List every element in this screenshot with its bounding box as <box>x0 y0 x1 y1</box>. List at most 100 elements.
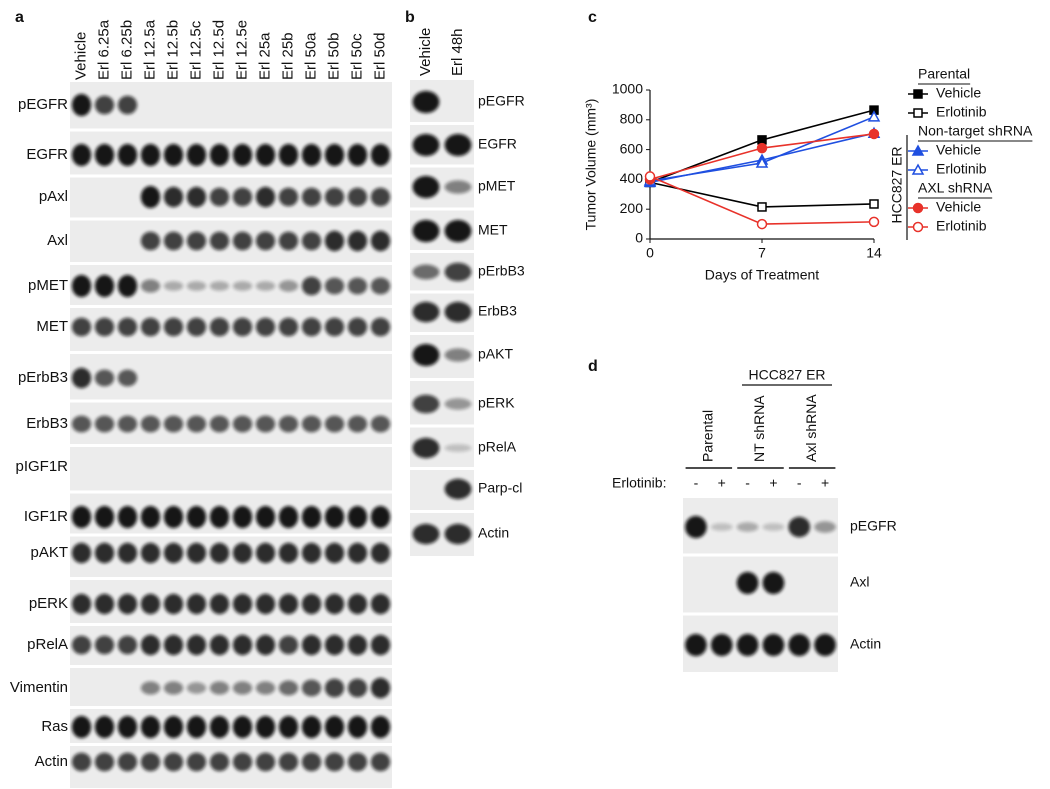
blot-a-band <box>94 317 115 337</box>
blot-a-band <box>347 415 368 433</box>
blot-a-band <box>232 681 253 695</box>
row-label: IGF1R <box>24 508 68 525</box>
blot-b-band <box>412 219 440 243</box>
row-label: pAKT <box>30 544 68 561</box>
series-line <box>649 175 875 225</box>
group-label: Axl shRNA <box>803 394 819 462</box>
blot-a-band <box>163 505 184 529</box>
blot-a-band <box>347 634 368 656</box>
blot-a-band <box>301 231 322 251</box>
blot-a-band <box>232 231 253 251</box>
blot-a-band <box>347 187 368 207</box>
blot-a-band <box>278 752 299 772</box>
lane-label: Erl 12.5d <box>210 20 227 80</box>
blot-a-band <box>71 143 92 167</box>
blot-b-band <box>444 523 472 545</box>
blot-b-band <box>412 301 440 323</box>
blot-a-membrane <box>70 536 392 577</box>
row-label: ErbB3 <box>26 415 68 432</box>
blot-a-band <box>186 505 207 529</box>
blot-a-band <box>370 677 391 699</box>
blot-a-band <box>71 542 92 564</box>
blot-a-band <box>186 752 207 772</box>
blot-a-band <box>278 187 299 207</box>
lane-label: Vehicle <box>417 28 434 76</box>
blot-a-band <box>117 143 138 167</box>
blot-b-band <box>444 348 472 362</box>
blot-a-band <box>140 231 161 251</box>
blot-a-band <box>278 593 299 615</box>
blot-a-band <box>255 752 276 772</box>
blot-b-band <box>444 133 472 157</box>
lane-label: Erl 12.5a <box>141 19 158 80</box>
marker <box>756 218 768 230</box>
blot-a-band <box>209 187 230 207</box>
blot-a-band <box>209 715 230 739</box>
lane-label: Erl 50a <box>302 32 319 80</box>
lane-label: Vehicle <box>72 32 89 80</box>
blot-a-band <box>163 634 184 656</box>
blot-d-band <box>762 633 785 657</box>
row-label: Axl <box>850 574 869 590</box>
blot-a-band <box>117 593 138 615</box>
legend-group-title: Non-target shRNA <box>918 123 1033 139</box>
blot-a-band <box>209 681 230 695</box>
blot-a-band <box>163 186 184 208</box>
blot-a-band <box>140 415 161 433</box>
blot-a-band <box>71 317 92 337</box>
y-axis-label: Tumor Volume (mm³) <box>583 99 599 231</box>
blot-a-band <box>71 367 92 389</box>
blot-a-band <box>71 715 92 739</box>
lane-label: Erl 50b <box>325 32 342 80</box>
blot-a-band <box>209 593 230 615</box>
blot-a-band <box>347 317 368 337</box>
row-label: pEGFR <box>18 96 68 113</box>
blot-a-band <box>324 187 345 207</box>
blot-a-band <box>324 678 345 698</box>
y-tick-label: 0 <box>635 230 643 246</box>
blot-a-band <box>370 715 391 739</box>
blot-a-band <box>117 95 138 115</box>
blot-a-band <box>186 231 207 251</box>
lane-label: Erl 50c <box>348 33 365 80</box>
lane-label: Erl 12.5e <box>233 20 250 80</box>
marker <box>867 110 881 122</box>
blot-a-band <box>370 593 391 615</box>
row-label: Ras <box>41 718 68 735</box>
blot-a-band <box>209 542 230 564</box>
marker <box>913 89 923 99</box>
panel-label: a <box>15 9 24 26</box>
panel-label: d <box>588 358 598 375</box>
blot-a-band <box>301 317 322 337</box>
y-tick-label: 800 <box>620 111 644 127</box>
blot-a-band <box>117 317 138 337</box>
blot-a-band <box>71 274 92 298</box>
blot-a-band <box>140 752 161 772</box>
blot-a-band <box>209 317 230 337</box>
blot-a-band <box>347 143 368 167</box>
blot-a-band <box>232 143 253 167</box>
blot-b-band <box>444 444 472 452</box>
blot-a-band <box>278 715 299 739</box>
legend-side-label: HCC827 ER <box>889 146 905 223</box>
y-tick-label: 200 <box>620 200 644 216</box>
x-axis-label: Days of Treatment <box>705 267 819 283</box>
blot-d-band <box>685 515 707 539</box>
blot-a-band <box>94 593 115 615</box>
blot-b-band <box>444 398 472 410</box>
group-label: NT shRNA <box>751 395 767 462</box>
marker <box>644 171 656 182</box>
blot-a-band <box>278 280 299 292</box>
blot-a-band <box>117 635 138 655</box>
legend-entry: Erlotinib <box>936 218 987 234</box>
blot-b-band <box>412 523 440 545</box>
blot-a-band <box>347 505 368 529</box>
blot-a-band <box>255 317 276 337</box>
blot-a-band <box>324 277 345 295</box>
blot-a-band <box>347 277 368 295</box>
blot-a-band <box>163 317 184 337</box>
blot-a-band <box>278 231 299 251</box>
x-tick-label: 0 <box>646 245 654 261</box>
lane-label: Erl 6.25b <box>118 20 135 80</box>
